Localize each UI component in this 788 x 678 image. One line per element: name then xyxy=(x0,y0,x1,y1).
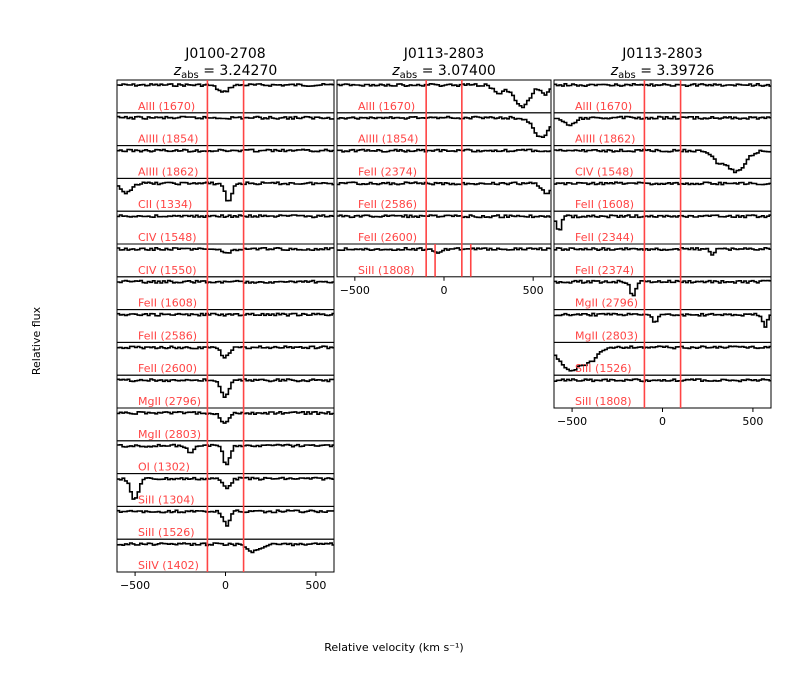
ion-label: CIV (1550) xyxy=(138,264,197,277)
flux-curve xyxy=(117,214,334,219)
flux-curve xyxy=(554,378,771,383)
ion-label: AlII (1670) xyxy=(358,100,415,113)
redshift-value: = 3.07400 xyxy=(417,63,496,79)
flux-curve xyxy=(337,181,551,195)
flux-curve xyxy=(337,115,551,138)
ion-label: AlII (1670) xyxy=(138,100,195,113)
ion-label: CII (1334) xyxy=(138,198,192,211)
ion-label: MgII (2803) xyxy=(138,428,201,441)
ion-label: FeII (1608) xyxy=(138,297,197,310)
flux-curve xyxy=(117,476,334,500)
ion-label: SiII (1526) xyxy=(575,362,632,375)
ion-label: FeII (2586) xyxy=(138,329,197,342)
panel-redshift: zabs = 3.39726 xyxy=(610,63,715,81)
redshift-subscript: abs xyxy=(181,70,199,81)
panel-redshift: zabs = 3.07400 xyxy=(391,63,496,81)
ion-label: CIV (1548) xyxy=(575,165,634,178)
flux-curve xyxy=(554,345,771,372)
ion-label: OI (1302) xyxy=(138,461,190,474)
x-axis-label: Relative velocity (km s⁻¹) xyxy=(324,641,463,654)
ion-label: SiIV (1402) xyxy=(138,559,199,572)
x-tick-label: −500 xyxy=(120,579,150,592)
ion-label: AlIII (1854) xyxy=(358,133,418,146)
flux-curve xyxy=(117,148,334,153)
ion-label: SiII (1304) xyxy=(138,493,195,506)
flux-curve xyxy=(337,214,551,219)
ion-label: MgII (2803) xyxy=(575,329,638,342)
ion-label: FeII (2374) xyxy=(358,165,417,178)
flux-curve xyxy=(117,509,334,527)
y-axis-label: Relative flux xyxy=(30,306,43,375)
x-tick-label: −500 xyxy=(340,284,370,297)
flux-curve xyxy=(117,345,334,359)
redshift-subscript: abs xyxy=(618,70,636,81)
x-tick-label: 500 xyxy=(305,579,326,592)
flux-curve xyxy=(554,115,771,127)
ion-label: AlII (1670) xyxy=(575,100,632,113)
ion-label: SiII (1808) xyxy=(575,395,632,408)
ion-label: FeII (1608) xyxy=(575,198,634,211)
ion-label: FeII (2344) xyxy=(575,231,634,244)
flux-curve xyxy=(117,542,334,554)
flux-curve xyxy=(117,410,334,424)
flux-curve xyxy=(117,181,334,202)
x-tick-label: 0 xyxy=(222,579,229,592)
panel-redshift: zabs = 3.24270 xyxy=(173,63,278,81)
panel-title: J0100-2708 xyxy=(184,46,265,62)
flux-curve xyxy=(554,279,771,297)
x-tick-label: 0 xyxy=(659,415,666,428)
flux-curve xyxy=(554,148,771,174)
ion-label: FeII (2600) xyxy=(138,362,197,375)
redshift-symbol: z xyxy=(173,63,182,79)
ion-label: AlIII (1862) xyxy=(575,133,635,146)
flux-curve xyxy=(117,115,334,120)
flux-curve xyxy=(337,247,551,254)
ion-label: AlIII (1854) xyxy=(138,133,198,146)
flux-curve xyxy=(117,443,334,466)
redshift-symbol: z xyxy=(610,63,619,79)
flux-curve xyxy=(337,148,551,153)
flux-curve xyxy=(554,83,771,87)
ion-label: FeII (2600) xyxy=(358,231,417,244)
flux-curve xyxy=(554,214,771,231)
x-tick-label: 500 xyxy=(523,284,544,297)
flux-curve xyxy=(337,83,551,109)
x-tick-label: −500 xyxy=(557,415,587,428)
redshift-subscript: abs xyxy=(400,70,418,81)
x-tick-label: 500 xyxy=(742,415,763,428)
flux-curve xyxy=(554,247,771,256)
panel-title: J0113-2803 xyxy=(621,46,702,62)
x-tick-label: 0 xyxy=(441,284,448,297)
flux-curve xyxy=(117,247,334,254)
flux-curve xyxy=(117,378,334,399)
redshift-value: = 3.39726 xyxy=(636,63,715,79)
flux-curve xyxy=(117,279,334,284)
ion-label: CIV (1548) xyxy=(138,231,197,244)
ion-label: FeII (2374) xyxy=(575,264,634,277)
ion-label: MgII (2796) xyxy=(138,395,201,408)
ion-label: SiII (1808) xyxy=(358,264,415,277)
ion-label: MgII (2796) xyxy=(575,297,638,310)
flux-curve xyxy=(117,312,334,317)
flux-curve xyxy=(554,312,771,328)
ion-label: AlIII (1862) xyxy=(138,165,198,178)
panel-title: J0113-2803 xyxy=(403,46,484,62)
flux-curve xyxy=(554,181,771,186)
redshift-value: = 3.24270 xyxy=(199,63,278,79)
ion-label: FeII (2586) xyxy=(358,198,417,211)
flux-curve xyxy=(117,83,334,93)
ion-label: SiII (1526) xyxy=(138,526,195,539)
redshift-symbol: z xyxy=(391,63,400,79)
